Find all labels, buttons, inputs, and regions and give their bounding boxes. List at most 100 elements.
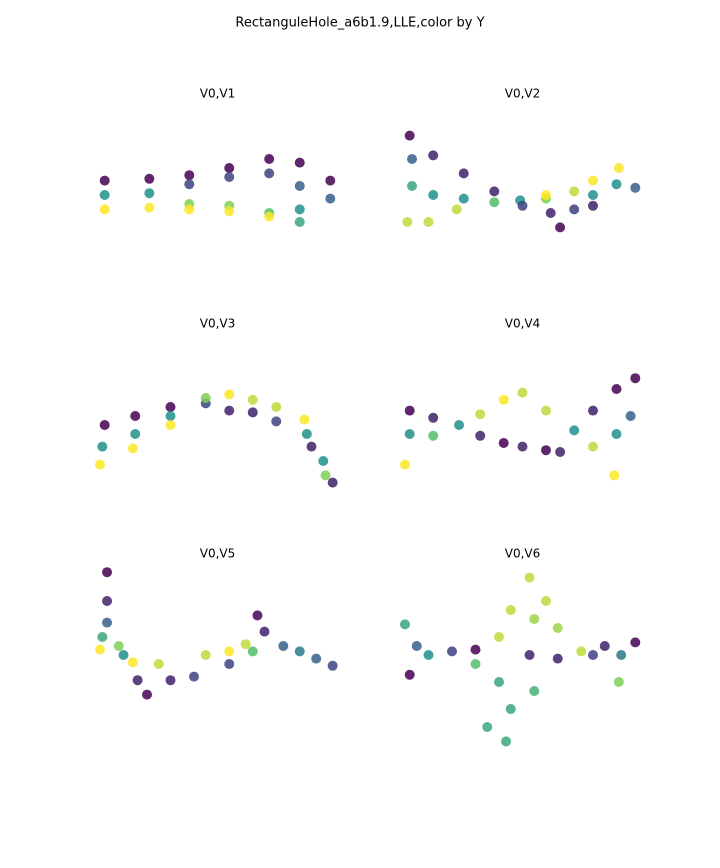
point [153, 659, 164, 669]
point [609, 470, 620, 481]
point [611, 384, 622, 394]
point [489, 186, 500, 197]
point [517, 387, 528, 398]
point [569, 186, 580, 197]
subplot-title: V0,V4 [505, 317, 541, 331]
subplot: V0,V6 [400, 547, 641, 747]
point [130, 429, 141, 439]
point [569, 425, 580, 436]
point [259, 626, 270, 637]
point [494, 632, 504, 642]
point [311, 653, 322, 664]
point [271, 416, 282, 427]
point [264, 154, 275, 164]
point [616, 650, 627, 660]
point [630, 637, 641, 648]
point [576, 646, 587, 657]
point [294, 157, 305, 168]
point [99, 204, 110, 215]
subplot: V0,V2 [402, 87, 641, 233]
point [306, 441, 317, 452]
point [475, 409, 486, 420]
point [224, 389, 235, 400]
point [327, 477, 338, 488]
point [325, 193, 336, 204]
point [404, 130, 415, 141]
point [517, 441, 528, 452]
point [428, 150, 439, 161]
point [630, 182, 641, 193]
point [264, 211, 275, 222]
point [294, 217, 305, 227]
subplot: V0,V1 [99, 87, 336, 227]
point [402, 217, 413, 227]
point [294, 646, 305, 657]
point [102, 596, 113, 606]
point [247, 407, 258, 418]
point [555, 222, 566, 233]
point [184, 204, 195, 215]
point [428, 190, 439, 200]
point [423, 650, 434, 660]
point [142, 689, 152, 700]
point [569, 204, 580, 215]
point [552, 653, 563, 664]
point [127, 443, 138, 454]
point [588, 200, 598, 211]
point [224, 206, 235, 217]
point [404, 405, 415, 416]
point [320, 470, 331, 481]
point [247, 394, 258, 405]
point [299, 414, 310, 425]
point [404, 669, 415, 680]
point [611, 179, 622, 190]
point [630, 373, 641, 384]
point [588, 650, 598, 660]
point [144, 188, 155, 199]
point [95, 644, 105, 655]
point [113, 641, 124, 651]
point [470, 644, 481, 655]
point [407, 181, 418, 191]
point [97, 441, 108, 452]
point [599, 641, 610, 651]
point [541, 190, 551, 200]
point [625, 411, 636, 421]
point [224, 646, 235, 657]
point [494, 677, 504, 687]
point [301, 429, 312, 439]
point [325, 175, 336, 186]
point [505, 605, 516, 615]
point [130, 411, 141, 421]
point [102, 567, 113, 578]
subplot-title: V0,V1 [200, 87, 236, 101]
point [489, 197, 500, 208]
point [541, 596, 551, 606]
point [470, 659, 481, 669]
point [458, 193, 469, 204]
point [224, 163, 235, 173]
point [184, 179, 195, 190]
point [404, 429, 415, 439]
point [501, 736, 512, 747]
point [498, 394, 509, 405]
point [99, 190, 110, 200]
point [165, 402, 176, 412]
point [529, 686, 540, 696]
point [529, 614, 540, 624]
point [165, 420, 176, 430]
point [240, 639, 251, 650]
point [400, 459, 410, 470]
point [451, 204, 462, 215]
point [411, 641, 422, 651]
point [588, 175, 598, 186]
point [294, 204, 305, 215]
subplot: V0,V4 [400, 317, 641, 481]
point [428, 430, 439, 441]
figure-title: RectanguleHole_a6b1.9,LLE,color by Y [235, 16, 484, 31]
point [189, 671, 199, 682]
point [498, 438, 509, 448]
point [99, 175, 110, 186]
point [224, 659, 235, 669]
